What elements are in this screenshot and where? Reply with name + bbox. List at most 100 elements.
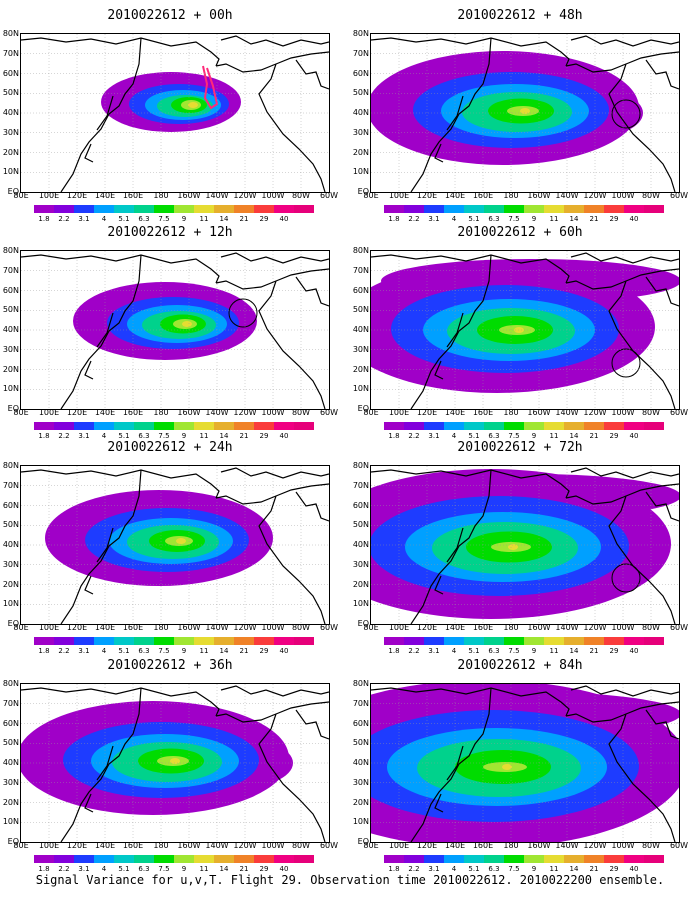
colorbar-label: 7.5 — [508, 215, 520, 223]
colorbar-label: 2.2 — [408, 865, 420, 873]
colorbar-label: 21 — [239, 432, 249, 440]
lon-tick-label: 180 — [153, 841, 169, 850]
coastline — [645, 59, 679, 90]
lat-tick-label: 20N — [2, 147, 19, 157]
lat-tick-label: 50N — [352, 88, 369, 98]
lon-tick-label: 80E — [13, 841, 29, 850]
colorbar-swatch — [544, 637, 564, 645]
colorbar-swatch — [404, 422, 424, 430]
colorbar — [34, 637, 314, 645]
map-svg — [21, 251, 329, 409]
lat-tick-label: 50N — [2, 520, 19, 530]
colorbar-label: 14 — [569, 215, 579, 223]
colorbar-label: 40 — [279, 647, 289, 655]
lat-tick-label: 10N — [2, 599, 19, 609]
lon-tick-label: 120E — [66, 191, 88, 200]
lon-tick-label: 140E — [94, 191, 116, 200]
colorbar-label: 5.1 — [118, 432, 130, 440]
lat-tick-label: 40N — [2, 540, 19, 549]
colorbar-label: 6.3 — [138, 215, 150, 223]
colorbar-label: 11 — [549, 215, 559, 223]
lat-tick-label: 20N — [352, 579, 369, 589]
lat-tick-label: 70N — [352, 480, 369, 490]
colorbar-label: 11 — [199, 215, 209, 223]
coastline — [371, 254, 570, 284]
map-svg — [371, 34, 679, 192]
lat-tick-label: 40N — [2, 325, 19, 334]
lon-tick-label: 180 — [153, 623, 169, 632]
lon-tick-label: 160E — [472, 623, 494, 632]
coastline — [258, 280, 326, 409]
colorbar-swatch — [404, 855, 424, 863]
colorbar-swatch — [174, 205, 194, 213]
colorbar-swatch — [424, 205, 444, 213]
lat-tick-label: 60N — [2, 718, 19, 728]
colorbar-label: 5.1 — [118, 865, 130, 873]
colorbar-swatch — [384, 637, 404, 645]
lon-tick-label: 140W — [555, 623, 579, 632]
colorbar-swatch — [34, 205, 54, 213]
coastline — [645, 709, 679, 740]
colorbar-label: 4 — [101, 215, 107, 223]
colorbar-swatch — [584, 422, 604, 430]
colorbar-label: 4 — [101, 865, 107, 873]
colorbar — [34, 855, 314, 863]
lon-tick-label: 120W — [583, 841, 607, 850]
lat-tick-label: 10N — [352, 599, 369, 609]
colorbar-label: 40 — [279, 432, 289, 440]
colorbar-swatch — [294, 205, 314, 213]
colorbar-swatch — [604, 855, 624, 863]
lon-tick-label: 100W — [261, 841, 285, 850]
panel-title: 2010022612 + 84h — [457, 658, 583, 673]
coastline — [645, 276, 679, 307]
colorbar-swatch — [194, 205, 214, 213]
lat-tick-label: EQ — [7, 619, 19, 628]
flight-track — [202, 65, 219, 110]
colorbar-label: 14 — [219, 432, 229, 440]
lat-tick-label: 50N — [2, 305, 19, 315]
colorbar-label: 29 — [609, 865, 619, 873]
colorbar-swatch — [254, 422, 274, 430]
lat-tick-label: 60N — [352, 285, 369, 295]
lat-tick-label: 30N — [352, 344, 369, 354]
colorbar-label: 29 — [259, 215, 269, 223]
colorbar-label: 9 — [531, 432, 537, 440]
colorbar-swatch — [624, 422, 644, 430]
colorbar-label: 3.1 — [78, 865, 90, 873]
colorbar-swatch — [424, 637, 444, 645]
colorbar-swatch — [154, 422, 174, 430]
colorbar-label: 6.3 — [488, 647, 500, 655]
colorbar-label: 21 — [589, 432, 599, 440]
map-panel-24h: 2010022612 + 24h 80N 70N 60N 50N 40N 30N 20N 10N… — [0, 440, 340, 655]
lon-tick-label: 120W — [583, 408, 607, 417]
lon-tick-label: 100W — [611, 841, 635, 850]
target-circle — [228, 298, 258, 328]
colorbar-swatch — [94, 637, 114, 645]
colorbar-swatch — [544, 855, 564, 863]
lon-tick-label: 120W — [233, 191, 257, 200]
colorbar-swatch — [524, 637, 544, 645]
coastline — [96, 312, 114, 348]
colorbar-label: 29 — [259, 865, 269, 873]
colorbar-swatch — [424, 855, 444, 863]
colorbar-label: 7.5 — [158, 647, 170, 655]
colorbar-label: 1.8 — [388, 215, 400, 223]
lon-tick-label: 100E — [388, 408, 410, 417]
coastline — [96, 95, 114, 131]
colorbar-swatch — [234, 855, 254, 863]
map-panel-00h: 2010022612 + 00h 80N 70N 60N 50N 40N 30N 20N 10N… — [0, 8, 340, 223]
colorbar-swatch — [74, 205, 94, 213]
colorbar-swatch — [504, 637, 524, 645]
lon-tick-label: 160W — [177, 623, 201, 632]
lon-tick-label: 120E — [416, 191, 438, 200]
colorbar-swatch — [384, 855, 404, 863]
lat-tick-label: 10N — [2, 384, 19, 394]
colorbar-swatch — [464, 855, 484, 863]
colorbar-swatch — [214, 422, 234, 430]
coastline — [96, 527, 114, 563]
lat-tick-label: EQ — [7, 404, 19, 413]
colorbar-swatch — [604, 637, 624, 645]
colorbar-swatch — [134, 422, 154, 430]
colorbar-label: 9 — [531, 647, 537, 655]
colorbar-swatch — [154, 205, 174, 213]
